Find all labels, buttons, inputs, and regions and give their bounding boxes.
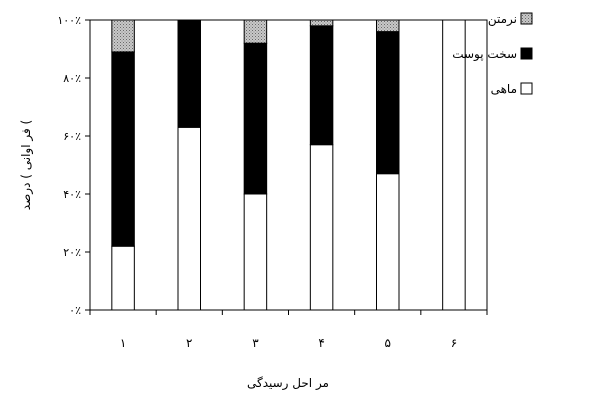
bar-segment-mollusc-1 — [111, 19, 135, 53]
y-tick-label: ۴۰٪ — [63, 188, 81, 201]
x-axis-title: مر احل رسیدگی — [247, 376, 329, 391]
bar-segment-fish-3 — [243, 193, 268, 311]
x-category-label: ۴ — [318, 336, 324, 350]
y-tick-label: ۲۰٪ — [63, 246, 81, 259]
bar-segment-fish-1 — [111, 245, 135, 311]
x-category-label: ۵ — [385, 336, 391, 350]
bars — [111, 19, 466, 311]
bar-segment-mollusc-4 — [309, 19, 334, 27]
x-ticks: ۱ ۲ ۳ ۴ ۵ ۶ — [89, 310, 488, 350]
y-tick-label: ۱۰۰٪ — [57, 14, 81, 27]
bar-segment-crustacean-3 — [243, 42, 268, 195]
bar-segment-crustacean-2 — [177, 19, 201, 128]
x-category-label: ۲ — [186, 336, 192, 350]
y-axis-title: فر اوانی ) درصد ( — [19, 120, 34, 210]
bar-segment-fish-4 — [309, 144, 334, 311]
y-tick-label: ۶۰٪ — [63, 130, 81, 143]
legend-label-nرمتن: نرمتن — [488, 12, 517, 27]
legend-swatch-crustacean — [520, 47, 533, 60]
bar-segment-mollusc-5 — [376, 19, 400, 33]
legend-swatch-fish — [520, 82, 533, 95]
x-category-label: ۱ — [120, 336, 126, 350]
x-category-label: ۳ — [252, 336, 259, 350]
bar-segment-crustacean-4 — [309, 25, 334, 146]
bar-segment-fish-2 — [177, 126, 201, 311]
bar-segment-crustacean-5 — [376, 31, 400, 175]
y-ticks: ۰٪ ۲۰٪ ۴۰٪ ۶۰٪ ۸۰٪ ۱۰۰٪ — [57, 14, 90, 317]
legend-label-fish: ماهی — [491, 82, 517, 96]
bar-segment-mollusc-3 — [243, 19, 268, 44]
x-category-label: ۶ — [451, 336, 457, 350]
legend: نرمتن سخت پوست ماهی — [452, 12, 533, 96]
legend-label-crustacean: سخت پوست — [452, 47, 517, 62]
plot-area — [89, 19, 488, 311]
y-tick-label: ۸۰٪ — [63, 72, 81, 85]
y-tick-label: ۰٪ — [69, 304, 81, 317]
bar-segment-fish-5 — [376, 173, 400, 311]
legend-swatch-nرمتن — [520, 12, 533, 25]
bar-segment-fish-6 — [442, 19, 466, 311]
bar-segment-crustacean-1 — [111, 51, 135, 247]
